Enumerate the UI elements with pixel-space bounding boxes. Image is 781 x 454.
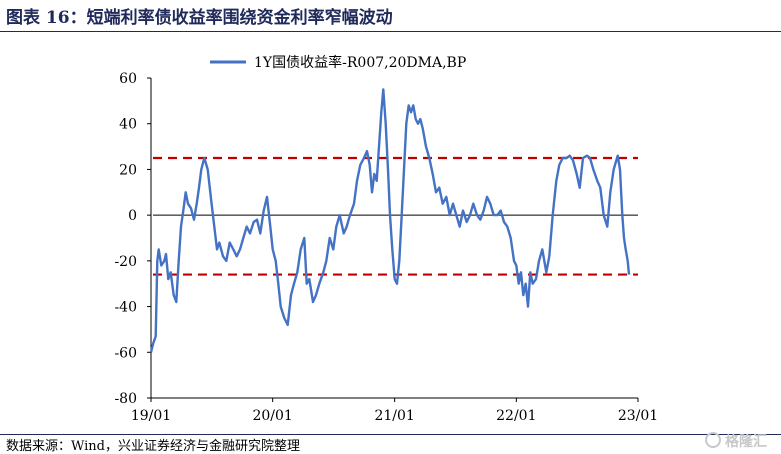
top-divider — [0, 31, 781, 32]
source-note: 数据来源：Wind，兴业证券经济与金融研究院整理 — [6, 439, 300, 454]
x-tick-label: 22/01 — [496, 408, 536, 424]
x-tick-label: 23/01 — [618, 408, 658, 424]
legend-label: 1Y国债收益率-R007,20DMA,BP — [254, 54, 466, 71]
y-tick-label: 40 — [119, 117, 137, 133]
title-bar: 图表 16：短端利率债收益率围绕资金利率窄幅波动 — [0, 0, 781, 30]
bottom-divider — [0, 434, 781, 435]
y-tick-label: 60 — [119, 71, 137, 87]
x-tick-label: 19/01 — [131, 408, 171, 424]
x-tick-label: 21/01 — [374, 408, 414, 424]
y-tick-label: 20 — [119, 162, 137, 178]
y-tick-label: -60 — [114, 345, 137, 361]
y-tick-label: -40 — [114, 300, 137, 316]
page-title: 图表 16：短端利率债收益率围绕资金利率窄幅波动 — [6, 8, 393, 28]
x-tick-label: 20/01 — [252, 408, 292, 424]
y-tick-label: -20 — [114, 254, 137, 270]
watermark-logo-icon — [705, 432, 721, 448]
watermark: 格隆汇 — [705, 430, 775, 452]
line-chart: -80 -60 -40 -20 0 20 40 60 19/01 20/01 21/01 22/01 2… — [114, 54, 658, 424]
y-tick-label: 0 — [128, 208, 137, 224]
y-tick-label: -80 — [114, 391, 137, 407]
series-line — [149, 88, 631, 353]
watermark-text: 格隆汇 — [725, 434, 767, 450]
